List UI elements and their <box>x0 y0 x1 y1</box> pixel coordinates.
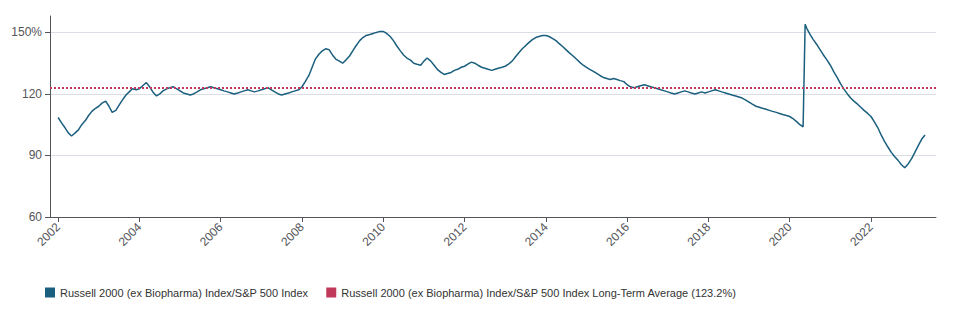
svg-text:2020: 2020 <box>766 220 795 249</box>
svg-text:Russell 2000 (ex Biopharma) In: Russell 2000 (ex Biopharma) Index/S&P 50… <box>60 287 309 299</box>
svg-text:2014: 2014 <box>522 220 551 249</box>
svg-text:2006: 2006 <box>197 220 226 249</box>
svg-text:2016: 2016 <box>603 220 632 249</box>
svg-text:2010: 2010 <box>359 220 388 249</box>
svg-text:90: 90 <box>29 148 43 162</box>
svg-text:120: 120 <box>22 87 42 101</box>
svg-text:Russell 2000 (ex Biopharma) In: Russell 2000 (ex Biopharma) Index/S&P 50… <box>341 287 736 299</box>
svg-text:2008: 2008 <box>278 220 307 249</box>
svg-text:2004: 2004 <box>116 220 145 249</box>
svg-text:2018: 2018 <box>685 220 714 249</box>
svg-text:2012: 2012 <box>441 220 470 249</box>
svg-text:2022: 2022 <box>847 220 876 249</box>
svg-text:150%: 150% <box>11 25 42 39</box>
svg-text:60: 60 <box>29 210 43 224</box>
svg-text:2002: 2002 <box>34 220 63 249</box>
